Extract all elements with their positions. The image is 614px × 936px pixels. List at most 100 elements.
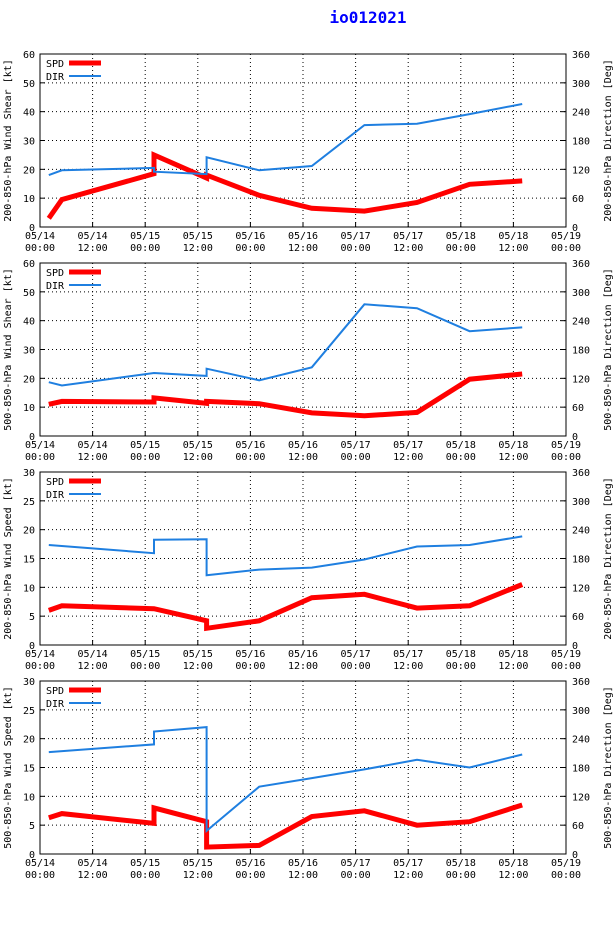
x-tick-label-time: 00:00: [446, 870, 476, 881]
x-tick-label-time: 00:00: [130, 452, 160, 463]
x-tick-label-time: 00:00: [341, 452, 371, 463]
y-tick-label-right: 300: [572, 706, 590, 717]
x-tick-label-date: 05/18: [498, 440, 528, 451]
x-tick-label-time: 12:00: [183, 661, 213, 672]
y-tick-label-left: 40: [23, 317, 35, 328]
x-tick-label-time: 12:00: [78, 870, 108, 881]
y-tick-label-right: 300: [572, 79, 590, 90]
x-tick-label-time: 12:00: [393, 661, 423, 672]
y-axis-label-right: 200-850-hPa Direction [Deg]: [603, 59, 614, 222]
x-tick-label-date: 05/15: [130, 231, 160, 242]
y-axis-label-right: 500-850-hPa Direction [Deg]: [603, 686, 614, 849]
x-tick-label-date: 05/15: [130, 858, 160, 869]
x-tick-label-date: 05/16: [288, 440, 318, 451]
x-tick-label-date: 05/14: [78, 649, 108, 660]
x-tick-label-time: 12:00: [288, 870, 318, 881]
dir-series-line: [48, 726, 523, 834]
x-tick-label-date: 05/18: [498, 649, 528, 660]
dir-series-line: [48, 535, 523, 577]
x-tick-label-date: 05/19: [551, 858, 581, 869]
x-tick-label-time: 00:00: [25, 661, 55, 672]
y-tick-label-left: 30: [23, 137, 35, 148]
y-tick-label-right: 60: [572, 403, 584, 414]
x-tick-label-date: 05/14: [78, 231, 108, 242]
x-tick-label-date: 05/16: [288, 231, 318, 242]
x-tick-label-time: 00:00: [235, 870, 265, 881]
y-tick-label-left: 60: [23, 50, 35, 61]
x-tick-label-time: 12:00: [183, 452, 213, 463]
plot-frame: [39, 53, 567, 228]
y-tick-label-right: 240: [572, 735, 590, 746]
x-tick-label-time: 00:00: [551, 243, 581, 254]
y-axis-label-right: 200-850-hPa Direction [Deg]: [603, 477, 614, 640]
x-tick-label-date: 05/17: [341, 440, 371, 451]
x-tick-label-time: 00:00: [25, 243, 55, 254]
dir-series-line: [48, 303, 523, 387]
plot-frame: [39, 471, 567, 646]
y-tick-label-left: 0: [29, 223, 35, 234]
y-tick-label-right: 120: [572, 583, 590, 594]
x-tick-label-date: 05/17: [341, 231, 371, 242]
spd-series-line: [48, 371, 523, 419]
x-tick-label-date: 05/19: [551, 231, 581, 242]
y-tick-label-right: 300: [572, 497, 590, 508]
x-tick-label-time: 12:00: [393, 243, 423, 254]
x-tick-label-time: 12:00: [498, 661, 528, 672]
x-tick-label-time: 12:00: [288, 452, 318, 463]
y-tick-label-right: 360: [572, 677, 590, 688]
legend-label-spd: SPD: [46, 268, 64, 279]
dir-series-line: [48, 103, 523, 177]
y-tick-label-left: 30: [23, 468, 35, 479]
x-tick-label-time: 12:00: [183, 870, 213, 881]
x-tick-label-time: 00:00: [341, 661, 371, 672]
x-tick-label-date: 05/18: [446, 649, 476, 660]
x-tick-label-time: 00:00: [235, 452, 265, 463]
x-tick-label-date: 05/18: [446, 231, 476, 242]
y-tick-label-right: 240: [572, 526, 590, 537]
y-axis-label-left: 200-850-hPa Wind Shear [kt]: [3, 59, 14, 222]
x-tick-label-time: 00:00: [25, 452, 55, 463]
x-tick-label-time: 00:00: [341, 243, 371, 254]
y-tick-label-left: 20: [23, 165, 35, 176]
x-tick-label-date: 05/14: [78, 440, 108, 451]
y-tick-label-left: 0: [29, 850, 35, 861]
x-tick-label-date: 05/15: [183, 231, 213, 242]
y-tick-label-right: 180: [572, 346, 590, 357]
x-tick-label-date: 05/16: [235, 649, 265, 660]
y-tick-label-right: 0: [572, 223, 578, 234]
y-tick-label-left: 30: [23, 346, 35, 357]
y-tick-label-right: 0: [572, 850, 578, 861]
x-tick-label-date: 05/15: [130, 440, 160, 451]
y-tick-label-left: 0: [29, 641, 35, 652]
x-tick-label-date: 05/17: [341, 649, 371, 660]
x-tick-label-date: 05/15: [130, 649, 160, 660]
legend-label-dir: DIR: [46, 490, 65, 501]
y-tick-label-left: 50: [23, 79, 35, 90]
y-tick-label-right: 360: [572, 259, 590, 270]
spd-series-line: [47, 582, 524, 632]
x-tick-label-date: 05/17: [393, 858, 423, 869]
y-tick-label-left: 25: [23, 497, 35, 508]
y-tick-label-left: 40: [23, 108, 35, 119]
y-axis-label-right: 500-850-hPa Direction [Deg]: [603, 268, 614, 431]
y-tick-label-left: 20: [23, 526, 35, 537]
x-tick-label-time: 12:00: [183, 243, 213, 254]
y-tick-label-right: 180: [572, 137, 590, 148]
y-tick-label-right: 120: [572, 792, 590, 803]
y-tick-label-left: 5: [29, 612, 35, 623]
legend-label-dir: DIR: [46, 699, 65, 710]
x-tick-label-date: 05/16: [235, 231, 265, 242]
x-tick-label-date: 05/15: [183, 649, 213, 660]
x-tick-label-date: 05/19: [551, 649, 581, 660]
x-tick-label-time: 00:00: [341, 870, 371, 881]
y-tick-label-left: 0: [29, 432, 35, 443]
legend-label-spd: SPD: [46, 59, 64, 70]
x-tick-label-time: 00:00: [551, 870, 581, 881]
y-tick-label-right: 0: [572, 432, 578, 443]
y-tick-label-right: 300: [572, 288, 590, 299]
y-axis-label-left: 200-850-hPa Wind Speed [kt]: [3, 477, 14, 640]
plot-frame: [39, 680, 567, 855]
y-tick-label-left: 20: [23, 735, 35, 746]
x-tick-label-time: 00:00: [130, 661, 160, 672]
